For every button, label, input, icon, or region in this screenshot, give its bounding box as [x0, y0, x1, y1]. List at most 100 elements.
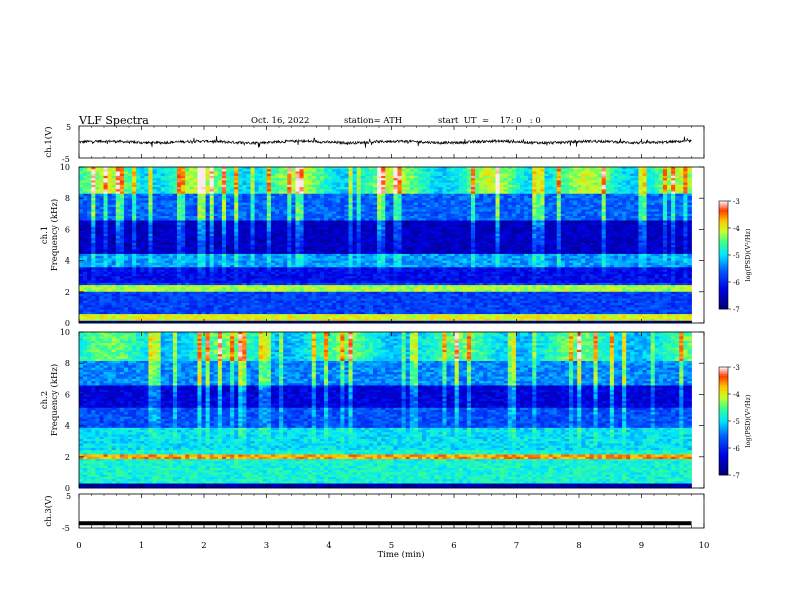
spectrogram-cell: [405, 187, 411, 190]
spectrogram-cell: [454, 195, 460, 199]
spectrogram-cell: [462, 175, 468, 179]
spectrogram-cell: [650, 171, 656, 175]
spectrogram-cell: [119, 200, 125, 204]
spectrogram-cell: [511, 180, 517, 183]
spectrogram-cell: [560, 182, 566, 186]
spectrogram-cell: [499, 175, 505, 179]
spectrogram-cell: [385, 169, 390, 172]
spectrogram-cell: [495, 182, 500, 186]
spectrogram-cell: [132, 167, 137, 170]
spectrogram-cell: [193, 189, 198, 192]
spectrogram-cell: [515, 171, 521, 175]
spectrogram-cell: [650, 175, 656, 179]
spectrogram-cell: [172, 200, 178, 204]
spectrogram-cell: [230, 191, 235, 195]
spectrogram-cell: [687, 193, 692, 197]
spectrogram-cell: [585, 187, 590, 190]
spectrogram-cell: [205, 178, 211, 181]
spectrogram-cell: [650, 193, 656, 197]
spectrogram-cell: [552, 198, 558, 201]
spectrogram-cell: [589, 182, 594, 186]
spectrogram-cell: [511, 171, 517, 175]
spectrogram-cell: [181, 191, 186, 195]
spectrogram-cell: [209, 200, 215, 204]
spectrogram-cell: [242, 200, 247, 204]
spectrogram-cell: [683, 191, 688, 195]
spectrogram-cell: [622, 175, 627, 179]
spectrogram-cell: [683, 171, 688, 175]
spectrogram-cell: [499, 169, 505, 172]
spectrogram-cell: [246, 167, 251, 170]
spectrogram-cell: [409, 200, 415, 204]
spectrogram-cell: [348, 180, 353, 183]
spectrogram-cell: [303, 178, 309, 181]
spectrogram-cell: [319, 198, 325, 201]
spectrogram-cell: [152, 182, 157, 186]
spectrogram-cell: [352, 193, 358, 197]
spectrogram-cell: [405, 200, 411, 204]
spectrogram-cell: [434, 191, 439, 195]
spectrogram-cell: [270, 173, 276, 177]
spectrogram-cell: [336, 184, 341, 188]
spectrogram-cell: [177, 167, 182, 170]
spectrogram-cell: [552, 193, 558, 197]
spectrogram-cell: [479, 178, 484, 181]
spectrogram-cell: [377, 191, 382, 195]
spectrogram-cell: [275, 178, 280, 181]
spectrogram-cell: [364, 175, 370, 179]
spectrogram-cell: [438, 198, 443, 201]
spectrogram-cell: [103, 193, 108, 197]
spectrogram-cell: [319, 180, 325, 183]
spectrogram-cell: [544, 178, 549, 181]
spectrogram-cell: [487, 182, 492, 186]
spectrogram-cell: [209, 171, 215, 175]
spectrogram-cell: [601, 182, 607, 186]
spectrogram-cell: [556, 195, 562, 199]
spectrogram-cell: [569, 198, 574, 201]
spectrogram-cell: [646, 182, 652, 186]
spectrogram-cell: [630, 169, 635, 172]
spectrogram-cell: [221, 187, 227, 190]
spectrogram-cell: [499, 167, 505, 170]
spectrogram-cell: [336, 182, 341, 186]
spectrogram-cell: [287, 175, 292, 179]
spectrogram-cell: [352, 195, 358, 199]
spectrogram-cell: [536, 167, 541, 170]
spectrogram-cell: [430, 189, 435, 192]
spectrogram-cell: [136, 184, 141, 188]
spectrogram-cell: [119, 167, 125, 170]
spectrogram-cell: [458, 171, 464, 175]
spectrogram-cell: [475, 180, 480, 183]
spectrogram-cell: [577, 178, 582, 181]
spectrogram-cell: [299, 171, 304, 175]
spectrogram-cell: [385, 184, 390, 188]
spectrogram-cell: [622, 198, 627, 201]
spectrogram-cell: [266, 184, 272, 188]
spectrogram-cell: [156, 195, 162, 199]
spectrogram-cell: [389, 184, 394, 188]
spectrogram-cell: [442, 178, 447, 181]
spectrogram-cell: [618, 169, 623, 172]
spectrogram-cell: [466, 195, 472, 199]
spectrogram-cell: [462, 193, 468, 197]
spectrogram-cell: [426, 167, 431, 170]
spectrogram-cell: [642, 175, 647, 179]
spectrogram-cell: [532, 193, 537, 197]
spectrogram-cell: [454, 189, 460, 192]
spectrogram-cell: [654, 184, 660, 188]
spectrogram-cell: [197, 173, 202, 177]
spectrogram-cell: [491, 180, 496, 183]
spectrogram-cell: [201, 182, 206, 186]
spectrogram-cell: [450, 195, 456, 199]
spectrogram-cell: [573, 173, 578, 177]
spectrogram-cell: [168, 195, 174, 199]
spectrogram-cell: [495, 187, 500, 190]
spectrogram-cell: [377, 189, 382, 192]
spectrogram-cell: [332, 167, 337, 170]
spectrogram-cell: [283, 175, 288, 179]
spectrogram-cell: [438, 189, 443, 192]
spectrogram-cell: [160, 189, 166, 192]
spectrogram-cell: [324, 178, 329, 181]
spectrogram-cell: [540, 187, 545, 190]
spectrogram-cell: [168, 169, 174, 172]
